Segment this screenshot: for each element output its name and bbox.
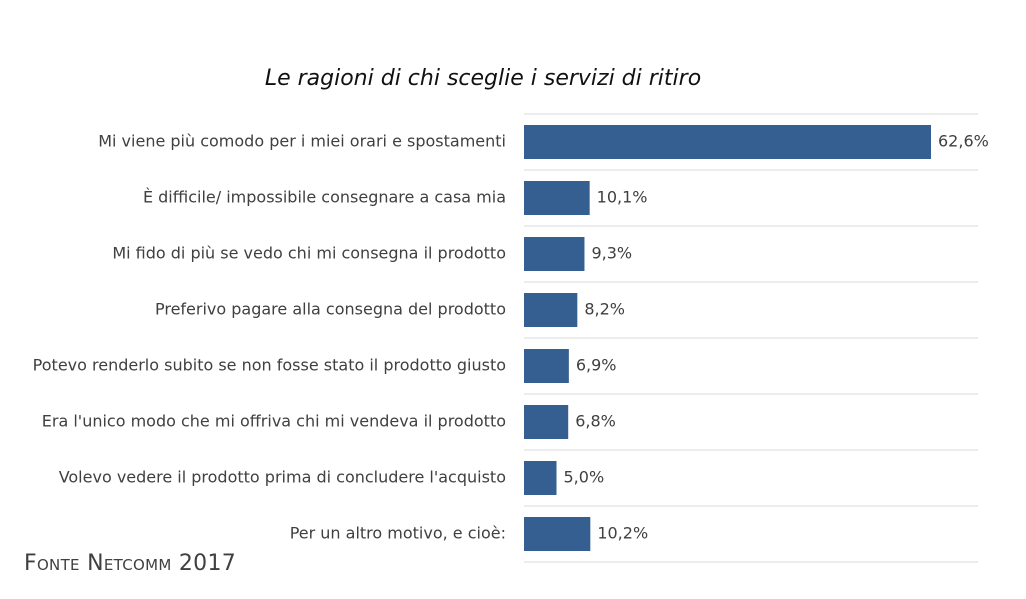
bar	[524, 349, 569, 383]
category-label: È difficile/ impossibile consegnare a ca…	[143, 188, 506, 207]
data-label: 62,6%	[938, 132, 989, 151]
bar	[524, 237, 585, 271]
data-label: 9,3%	[591, 244, 632, 263]
bar	[524, 125, 931, 159]
data-label: 8,2%	[584, 300, 625, 319]
bar	[524, 461, 557, 495]
data-label: 6,9%	[576, 356, 617, 375]
bar	[524, 293, 578, 327]
chart-title: Le ragioni di chi sceglie i servizi di r…	[264, 66, 702, 91]
source-note: Fonte Netcomm 2017	[24, 551, 237, 576]
category-label: Preferivo pagare alla consegna del prodo…	[155, 300, 506, 319]
data-label: 6,8%	[575, 412, 616, 431]
data-label: 10,2%	[597, 524, 648, 543]
category-label: Per un altro motivo, e cioè:	[290, 524, 506, 543]
category-label: Potevo renderlo subito se non fosse stat…	[33, 356, 506, 375]
bar	[524, 405, 569, 439]
bar	[524, 181, 590, 215]
category-label: Era l'unico modo che mi offriva chi mi v…	[42, 412, 506, 431]
bar	[524, 517, 591, 551]
category-label: Mi fido di più se vedo chi mi consegna i…	[112, 244, 506, 263]
data-label: 10,1%	[597, 188, 648, 207]
data-label: 5,0%	[564, 468, 605, 487]
category-label: Volevo vedere il prodotto prima di concl…	[59, 468, 506, 487]
category-label: Mi viene più comodo per i miei orari e s…	[98, 132, 506, 151]
